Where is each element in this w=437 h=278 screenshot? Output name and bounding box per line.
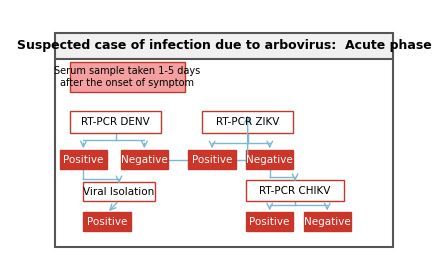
FancyBboxPatch shape [83, 212, 131, 231]
FancyBboxPatch shape [60, 150, 107, 169]
FancyBboxPatch shape [70, 111, 161, 133]
Text: Serum sample taken 1-5 days
after the onset of symptom: Serum sample taken 1-5 days after the on… [54, 66, 201, 88]
Text: RT-PCR CHIKV: RT-PCR CHIKV [260, 186, 331, 196]
FancyBboxPatch shape [55, 33, 393, 59]
FancyBboxPatch shape [70, 62, 185, 92]
FancyBboxPatch shape [188, 150, 236, 169]
FancyBboxPatch shape [55, 33, 393, 247]
Text: Positive: Positive [87, 217, 127, 227]
FancyBboxPatch shape [246, 212, 293, 231]
FancyBboxPatch shape [202, 111, 293, 133]
Text: Positive: Positive [192, 155, 232, 165]
Text: Viral Isolation: Viral Isolation [83, 187, 155, 197]
FancyBboxPatch shape [121, 150, 168, 169]
FancyBboxPatch shape [304, 212, 351, 231]
FancyBboxPatch shape [246, 150, 293, 169]
FancyBboxPatch shape [246, 180, 344, 201]
Text: Negative: Negative [246, 155, 293, 165]
Text: RT-PCR ZIKV: RT-PCR ZIKV [216, 117, 279, 127]
Text: RT-PCR DENV: RT-PCR DENV [81, 117, 150, 127]
Text: Positive: Positive [250, 217, 290, 227]
Text: Suspected case of infection due to arbovirus:  Acute phase: Suspected case of infection due to arbov… [17, 39, 431, 52]
Text: Negative: Negative [304, 217, 350, 227]
Text: Negative: Negative [121, 155, 168, 165]
FancyBboxPatch shape [83, 182, 155, 201]
Text: Positive: Positive [63, 155, 104, 165]
